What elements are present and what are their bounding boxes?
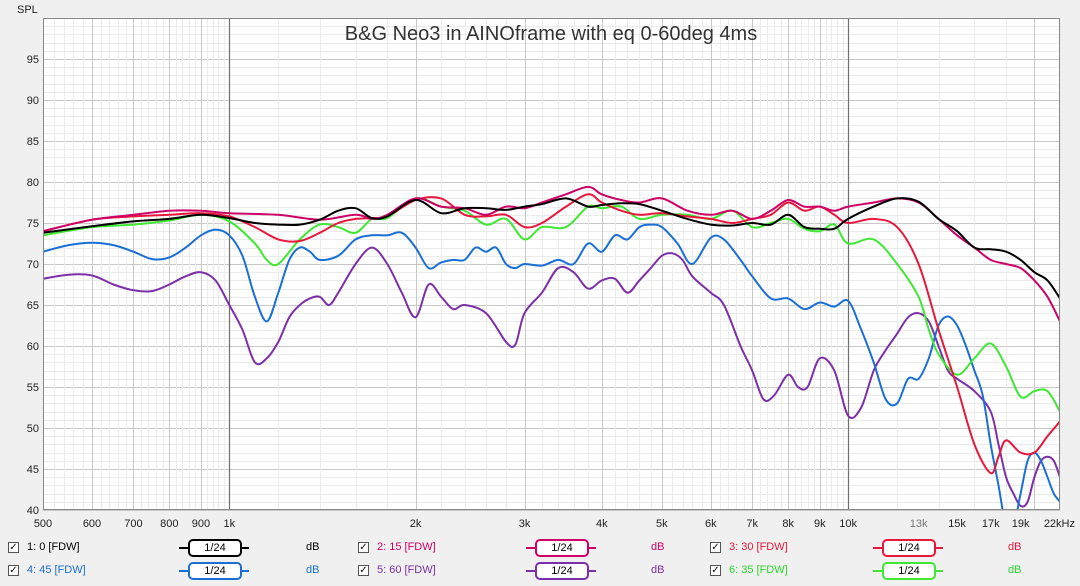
series-layer: [43, 185, 1060, 510]
legend-checkbox[interactable]: ✓: [710, 542, 721, 553]
y-tick-label: 95: [27, 54, 39, 66]
y-tick-label: 65: [27, 300, 39, 312]
legend-checkbox[interactable]: ✓: [358, 542, 369, 553]
x-tick-label-minor: 13k: [910, 518, 928, 530]
plot-frame: [43, 18, 1060, 510]
series-line-6: [43, 197, 1060, 413]
legend-checkbox[interactable]: ✓: [8, 565, 19, 576]
series-line-4: [43, 223, 1060, 510]
y-tick-label: 40: [27, 505, 39, 517]
smoothing-label: 1/24: [188, 562, 242, 580]
legend-unit: dB: [1008, 564, 1022, 576]
legend-unit: dB: [306, 541, 320, 553]
legend-checkbox[interactable]: ✓: [8, 542, 19, 553]
legend-swatch-right: [240, 570, 249, 572]
legend-swatch-left: [873, 570, 882, 572]
y-tick-label: 80: [27, 177, 39, 189]
legend-swatch-right: [934, 547, 943, 549]
legend-label: 3: 30 [FDW]: [729, 541, 788, 553]
smoothing-selector[interactable]: 1/24: [179, 539, 249, 557]
legend-item: ✓ 4: 45 [FDW] 1/24 dB: [8, 561, 353, 583]
legend-swatch-right: [587, 570, 596, 572]
legend-item: ✓ 1: 0 [FDW] 1/24 dB: [8, 538, 353, 560]
x-tick-label: 19k: [1012, 518, 1030, 530]
x-tick-label: 22kHz: [1044, 518, 1075, 530]
x-tick-label: 9k: [814, 518, 826, 530]
legend-swatch-left: [526, 570, 535, 572]
legend-checkbox[interactable]: ✓: [710, 565, 721, 576]
x-axis-ticks: 500 600 700 800 900 1k 2k 3k 4k 5k 6k 7k 8k 9k 10k 15k 1…: [34, 518, 1075, 530]
legend-item: ✓ 3: 30 [FDW] 1/24 dB: [710, 538, 1055, 560]
legend: ✓ 1: 0 [FDW] 1/24 dB ✓ 2: 15 [FDW] 1/24 dB ✓ 3: 3…: [0, 536, 1080, 586]
x-tick-label: 3k: [519, 518, 531, 530]
legend-swatch-right: [240, 547, 249, 549]
y-tick-label: 75: [27, 218, 39, 230]
x-tick-label: 7k: [746, 518, 758, 530]
x-tick-label: 8k: [782, 518, 794, 530]
x-tick-label: 800: [160, 518, 178, 530]
series-line-2: [43, 185, 1060, 322]
legend-swatch-left: [526, 547, 535, 549]
legend-label: 1: 0 [FDW]: [27, 541, 80, 553]
y-tick-label: 55: [27, 382, 39, 394]
smoothing-label: 1/24: [188, 539, 242, 557]
legend-item: ✓ 2: 15 [FDW] 1/24 dB: [358, 538, 703, 560]
y-tick-label: 45: [27, 464, 39, 476]
series-line-3: [43, 193, 1060, 475]
legend-swatch-left: [179, 547, 188, 549]
grid: [43, 18, 1061, 511]
legend-item: ✓ 6: 35 [FDW] 1/24 dB: [710, 561, 1055, 583]
x-tick-label: 600: [83, 518, 101, 530]
smoothing-selector[interactable]: 1/24: [526, 539, 596, 557]
legend-item: ✓ 5: 60 [FDW] 1/24 dB: [358, 561, 703, 583]
x-tick-label: 500: [34, 518, 52, 530]
legend-unit: dB: [1008, 541, 1022, 553]
x-tick-label: 2k: [410, 518, 422, 530]
legend-label: 6: 35 [FDW]: [729, 564, 788, 576]
x-tick-label: 6k: [705, 518, 717, 530]
frequency-response-chart: 95 90 85 80 75 70 65 60 55 50 45 40 500 600 700 800 900…: [17, 4, 1075, 530]
smoothing-selector[interactable]: 1/24: [873, 562, 943, 580]
x-tick-label: 900: [192, 518, 210, 530]
legend-swatch-left: [179, 570, 188, 572]
smoothing-selector[interactable]: 1/24: [526, 562, 596, 580]
legend-unit: dB: [306, 564, 320, 576]
smoothing-label: 1/24: [535, 562, 589, 580]
legend-swatch-left: [873, 547, 882, 549]
y-tick-label: 85: [27, 136, 39, 148]
x-tick-label: 15k: [948, 518, 966, 530]
y-axis-label: SPL: [17, 4, 38, 16]
y-tick-label: 50: [27, 423, 39, 435]
series-line-1: [43, 197, 1060, 299]
x-tick-label: 1k: [223, 518, 235, 530]
x-tick-label: 4k: [596, 518, 608, 530]
smoothing-label: 1/24: [882, 562, 936, 580]
smoothing-selector[interactable]: 1/24: [179, 562, 249, 580]
legend-unit: dB: [651, 541, 665, 553]
smoothing-label: 1/24: [882, 539, 936, 557]
y-tick-label: 70: [27, 259, 39, 271]
x-tick-label: 10k: [839, 518, 857, 530]
legend-unit: dB: [651, 564, 665, 576]
x-tick-label: 5k: [656, 518, 668, 530]
smoothing-selector[interactable]: 1/24: [873, 539, 943, 557]
smoothing-label: 1/24: [535, 539, 589, 557]
legend-checkbox[interactable]: ✓: [358, 565, 369, 576]
legend-label: 5: 60 [FDW]: [377, 564, 436, 576]
x-tick-label: 700: [124, 518, 142, 530]
y-tick-label: 60: [27, 341, 39, 353]
legend-label: 2: 15 [FDW]: [377, 541, 436, 553]
legend-label: 4: 45 [FDW]: [27, 564, 86, 576]
y-axis-ticks: 95 90 85 80 75 70 65 60 55 50 45 40: [27, 54, 39, 517]
x-tick-label: 17k: [982, 518, 1000, 530]
chart-title: B&G Neo3 in AINOframe with eq 0-60deg 4m…: [345, 23, 757, 45]
y-tick-label: 90: [27, 95, 39, 107]
legend-swatch-right: [934, 570, 943, 572]
legend-swatch-right: [587, 547, 596, 549]
